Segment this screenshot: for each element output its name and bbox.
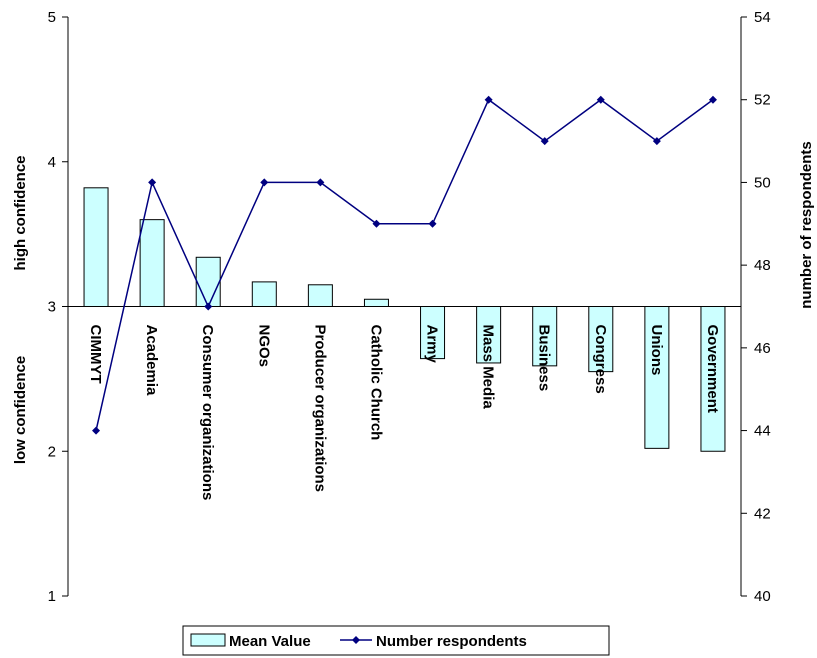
legend-frame: [182, 625, 610, 656]
bar-0: [83, 187, 109, 307]
respondents-point-6: [428, 219, 437, 228]
category-label-1: Academia: [143, 325, 160, 397]
bar-10: [644, 306, 670, 449]
legend-label-mean-value: Mean Value: [229, 633, 311, 650]
right-tick-label-4: 48: [754, 257, 771, 274]
respondents-line-path: [95, 98, 714, 431]
left-tick-label-2: 3: [48, 299, 56, 316]
left-tick-label-1: 2: [48, 443, 56, 460]
respondents-line: [92, 95, 717, 435]
right-axis-title: number of respondents: [798, 141, 815, 309]
category-label-7: Mass Media: [480, 325, 497, 410]
left-axis-title-low: low confidence: [12, 356, 29, 464]
right-tick-label-6: 52: [754, 92, 771, 109]
respondents-point-2: [204, 302, 213, 311]
right-axis: 40 42 44 46 48 50 52 54: [740, 9, 771, 605]
category-label-4: Producer organizations: [311, 325, 328, 493]
right-tick-label-7: 54: [754, 9, 771, 26]
category-label-10: Unions: [648, 325, 665, 376]
legend-swatch-mean-value: [190, 633, 226, 647]
left-tick-label-4: 5: [48, 9, 56, 26]
bar-3: [251, 281, 277, 307]
legend: Mean Value Number respondents: [182, 625, 610, 656]
category-label-3: NGOs: [255, 325, 272, 368]
category-labels: CIMMYT Academia Consumer organizations NGOs…: [87, 325, 721, 501]
legend-marker-respondents: [352, 636, 360, 644]
bar-1: [139, 219, 165, 307]
category-label-2: Consumer organizations: [199, 325, 216, 501]
respondents-point-5: [372, 219, 381, 228]
right-tick-label-0: 40: [754, 588, 771, 605]
bar-7: [476, 306, 502, 364]
bar-2: [195, 256, 221, 308]
category-label-9: Congress: [592, 325, 609, 394]
right-tick-label-2: 44: [754, 423, 771, 440]
bar-11: [700, 306, 726, 452]
respondents-point-4: [316, 178, 325, 187]
respondents-point-1: [148, 178, 157, 187]
respondents-point-9: [596, 95, 605, 104]
left-tick-label-0: 1: [48, 588, 56, 605]
right-tick-label-1: 42: [754, 505, 771, 522]
bar-5: [363, 298, 389, 308]
respondents-point-8: [540, 137, 549, 146]
right-tick-label-5: 50: [754, 174, 771, 191]
left-axis: 1 2 3 4 5: [48, 9, 69, 605]
respondents-point-0: [92, 426, 101, 435]
respondents-point-7: [484, 95, 493, 104]
respondents-point-3: [260, 178, 269, 187]
mean-value-bars: [83, 187, 726, 452]
legend-label-respondents: Number respondents: [376, 633, 527, 650]
category-label-6: Army: [424, 325, 441, 364]
left-axis-title-high: high confidence: [12, 155, 29, 270]
respondents-point-10: [652, 137, 661, 146]
left-tick-label-3: 4: [48, 154, 56, 171]
category-label-11: Government: [704, 325, 721, 413]
respondents-point-11: [708, 95, 717, 104]
category-label-5: Catholic Church: [367, 325, 384, 441]
bar-9: [588, 306, 614, 373]
right-tick-label-3: 46: [754, 340, 771, 357]
category-label-8: Business: [536, 325, 553, 392]
category-label-0: CIMMYT: [87, 325, 104, 384]
bar-6: [420, 306, 446, 360]
bar-4: [307, 284, 333, 308]
